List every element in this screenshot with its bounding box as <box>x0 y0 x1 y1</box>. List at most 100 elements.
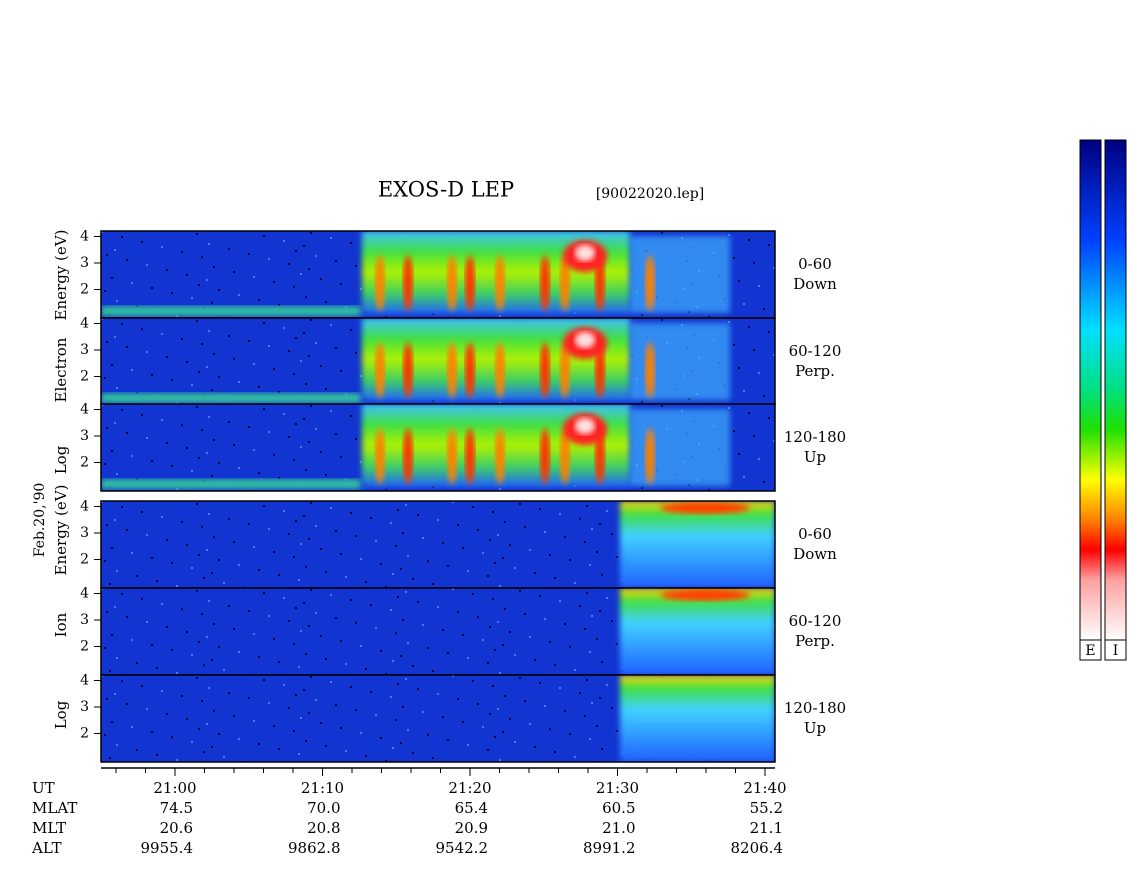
speckle <box>330 324 332 326</box>
speckle <box>641 487 643 489</box>
speckle <box>166 442 168 444</box>
speckle <box>554 577 556 579</box>
speckle <box>462 547 464 549</box>
speckle <box>198 728 200 730</box>
speckle <box>191 297 193 299</box>
speckle <box>201 526 203 528</box>
speckle <box>101 675 103 677</box>
burst <box>495 255 505 312</box>
speckle <box>733 257 735 259</box>
row-value: 9542.2 <box>436 839 489 857</box>
speckle <box>502 731 504 733</box>
speckle <box>278 574 280 576</box>
speckle <box>238 564 240 566</box>
speckle <box>121 409 123 411</box>
speckle <box>196 406 198 408</box>
speckle <box>104 560 106 562</box>
speckle <box>489 539 491 541</box>
speckle <box>151 287 153 289</box>
speckle <box>405 678 407 680</box>
panel-direction: Up <box>804 448 826 466</box>
speckle <box>211 302 213 304</box>
speckle <box>375 627 377 629</box>
speckle <box>599 697 601 699</box>
energy-tick-label: 4 <box>80 229 89 245</box>
speckle <box>330 681 332 683</box>
peak-core <box>575 332 595 348</box>
speckle <box>295 337 297 339</box>
speckle <box>584 541 586 543</box>
speckle <box>126 259 128 261</box>
speckle <box>268 431 270 433</box>
speckle <box>176 585 178 587</box>
speckle <box>728 321 730 323</box>
speckle <box>131 639 133 641</box>
speckle <box>768 417 770 419</box>
low-band <box>101 306 361 316</box>
speckle <box>586 679 588 681</box>
energy-tick-label: 4 <box>80 499 89 515</box>
speckle <box>300 273 302 275</box>
speckle <box>601 748 603 750</box>
speckle <box>101 404 103 406</box>
speckle <box>584 715 586 717</box>
speckle <box>111 364 113 366</box>
speckle <box>211 572 213 574</box>
speckle <box>616 730 618 732</box>
speckle <box>208 687 210 689</box>
speckle <box>447 739 449 741</box>
speckle <box>151 374 153 376</box>
speckle <box>549 641 551 643</box>
speckle <box>106 698 108 700</box>
speckle <box>268 258 270 260</box>
speckle <box>151 557 153 559</box>
speckle <box>325 571 327 573</box>
energy-tick-label: 3 <box>80 525 89 541</box>
low-band <box>101 479 361 489</box>
speckle <box>462 634 464 636</box>
speckle <box>228 335 230 337</box>
time-label: 21:40 <box>743 779 786 797</box>
colorbar <box>1104 139 1127 641</box>
speckle <box>442 716 444 718</box>
speckle <box>101 231 103 233</box>
speckle <box>121 506 123 508</box>
row-value: 74.5 <box>160 799 193 817</box>
speckle <box>564 623 566 625</box>
row-value: 20.6 <box>160 819 193 837</box>
speckle <box>748 412 750 414</box>
speckle <box>233 715 235 717</box>
speckle <box>365 668 367 670</box>
speckle <box>295 607 297 609</box>
speckle <box>208 416 210 418</box>
speckle <box>258 569 260 571</box>
speckle <box>106 611 108 613</box>
speckle <box>489 713 491 715</box>
speckle <box>308 625 310 627</box>
burst <box>645 255 655 312</box>
speckle <box>166 626 168 628</box>
row-value: 70.0 <box>307 799 340 817</box>
speckle <box>253 633 255 635</box>
speckle <box>370 517 372 519</box>
speckle <box>519 503 521 505</box>
speckle <box>161 246 163 248</box>
ion-peak <box>660 502 750 514</box>
speckle <box>442 629 444 631</box>
burst <box>447 428 457 485</box>
speckle <box>233 271 235 273</box>
burst <box>560 342 570 399</box>
burst <box>645 342 655 399</box>
speckle <box>308 538 310 540</box>
speckle <box>253 546 255 548</box>
panel-range: 60-120 <box>789 342 842 360</box>
axis-label: Log <box>52 445 70 474</box>
speckle <box>151 644 153 646</box>
burst <box>375 428 385 485</box>
energy-tick-label: 4 <box>80 673 89 689</box>
speckle <box>218 376 220 378</box>
speckle <box>417 514 419 516</box>
spectrogram <box>101 318 775 405</box>
speckle <box>303 332 305 334</box>
speckle <box>596 725 598 727</box>
